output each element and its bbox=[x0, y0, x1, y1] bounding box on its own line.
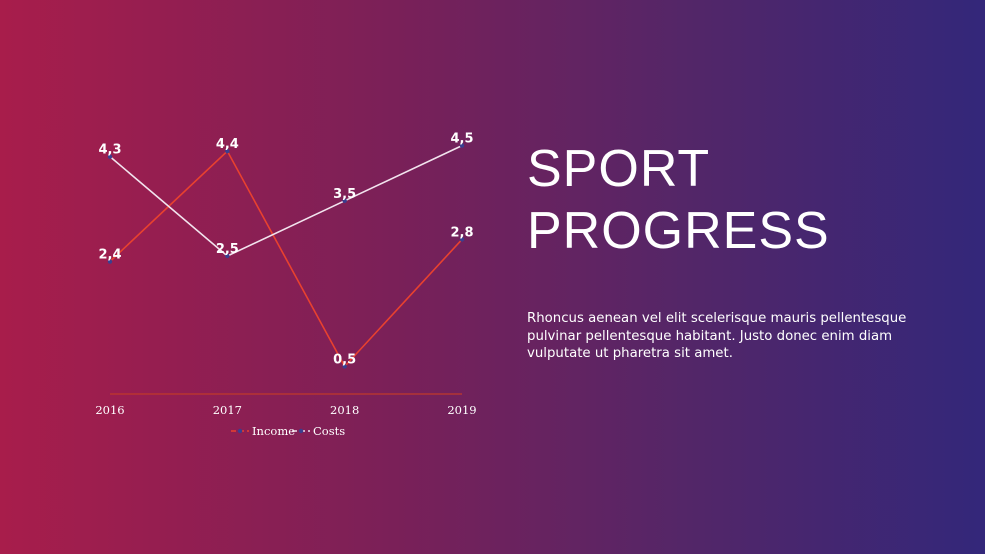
data-point-income bbox=[459, 237, 465, 242]
legend-marker-income bbox=[237, 428, 243, 434]
x-tick-label: 2017 bbox=[213, 403, 242, 417]
title-line-1: SPORT bbox=[527, 140, 711, 198]
data-label-costs: 2,5 bbox=[216, 242, 239, 257]
data-point-costs bbox=[225, 253, 230, 259]
line-chart: 2,44,40,52,84,32,53,54,5 2016 2017 2018 201… bbox=[95, 132, 476, 438]
data-label-layer: 2,4 4,4 0,5 2,8 4,3 2,5 3,5 4,5 bbox=[98, 132, 473, 368]
x-tick-layer: 2016 2017 2018 2019 bbox=[95, 403, 476, 417]
data-point-income bbox=[107, 259, 113, 264]
title-line-2: PROGRESS bbox=[527, 202, 830, 260]
legend-label-income: Income bbox=[252, 424, 295, 438]
data-label-costs: 3,5 bbox=[333, 187, 356, 202]
chart-legend: Income Costs bbox=[231, 424, 345, 438]
body-text: Rhoncus aenean vel elit scelerisque maur… bbox=[527, 311, 907, 361]
series-layer bbox=[107, 143, 465, 395]
data-point-costs bbox=[459, 143, 465, 148]
data-label-income: 4,4 bbox=[216, 137, 239, 152]
data-label-costs: 4,3 bbox=[98, 143, 121, 158]
x-tick-label: 2018 bbox=[330, 403, 359, 417]
x-tick-label: 2016 bbox=[95, 403, 124, 417]
series-line-income bbox=[109, 149, 463, 368]
data-label-income: 2,4 bbox=[98, 248, 121, 263]
series-line-costs bbox=[109, 144, 463, 257]
data-label-income: 0,5 bbox=[333, 352, 356, 367]
data-point-costs bbox=[342, 198, 347, 203]
data-point-income bbox=[342, 364, 347, 369]
legend-marker-costs bbox=[298, 428, 304, 434]
data-label-income: 2,8 bbox=[450, 225, 473, 240]
x-tick-label: 2019 bbox=[447, 403, 476, 417]
data-point-income bbox=[225, 148, 230, 154]
data-label-costs: 4,5 bbox=[450, 132, 473, 147]
data-point-costs bbox=[107, 154, 113, 159]
slide-title: SPORT PROGRESS bbox=[527, 138, 947, 262]
legend-label-costs: Costs bbox=[313, 424, 345, 438]
